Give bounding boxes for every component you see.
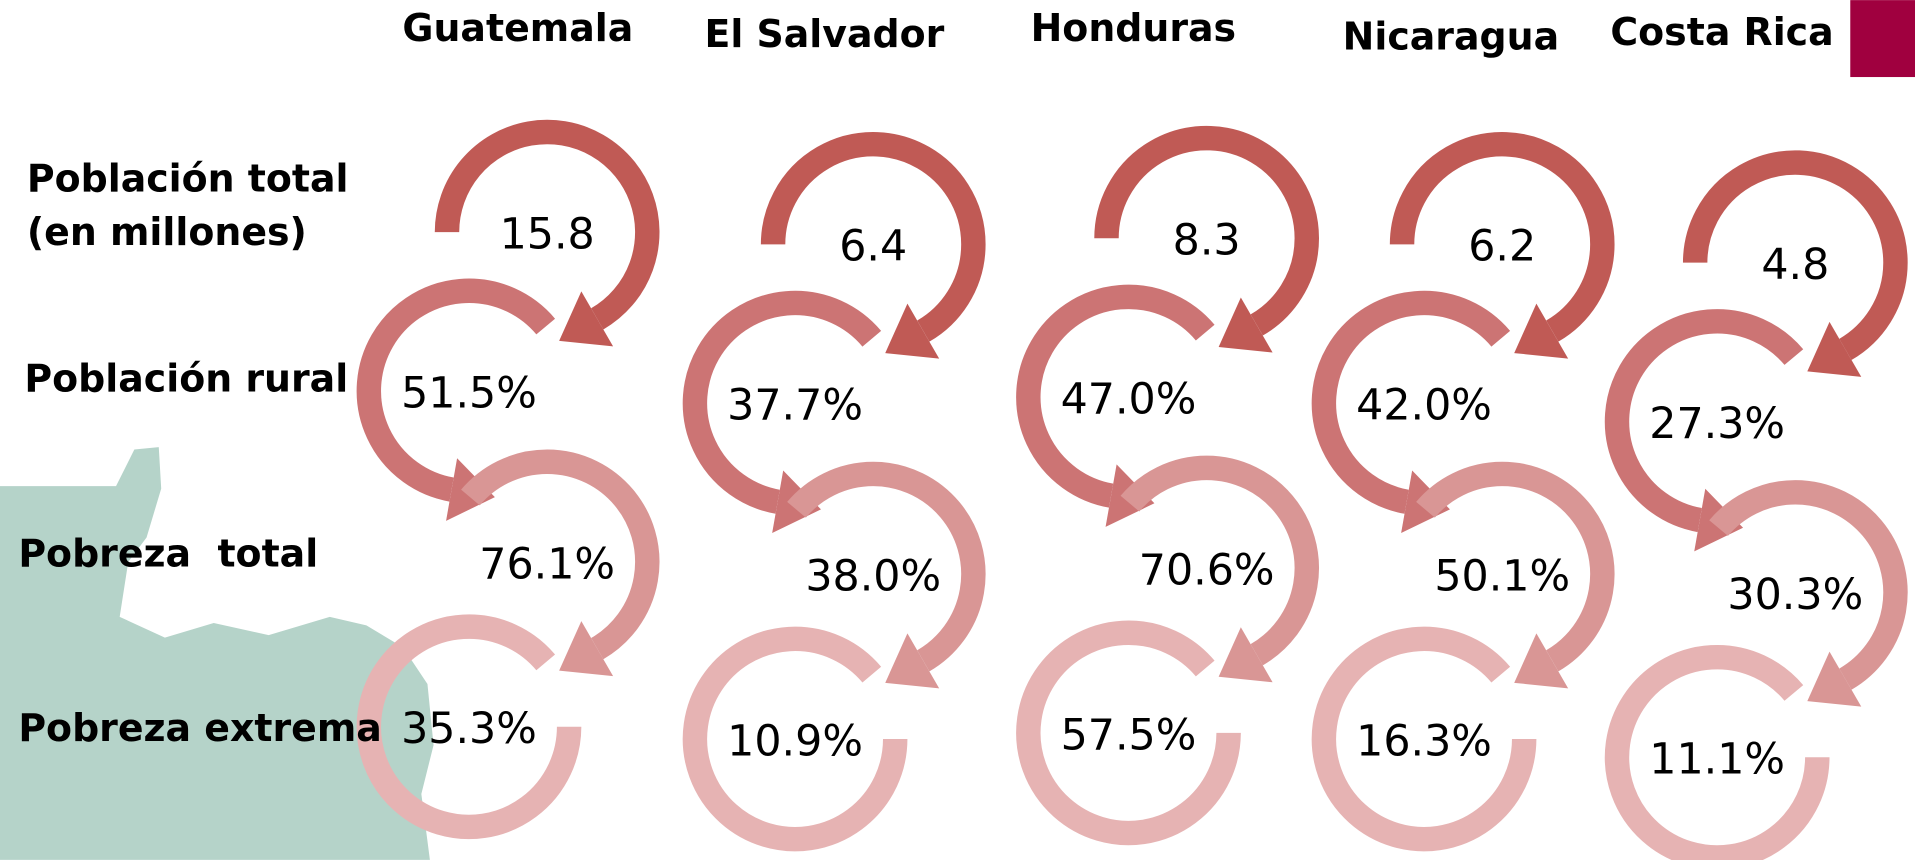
value: 11.1%	[1649, 735, 1785, 785]
value: 35.3%	[401, 704, 537, 754]
arrow-head	[1807, 321, 1862, 377]
value: 42.0%	[1356, 381, 1492, 431]
arrow-head	[1807, 651, 1862, 707]
value: 50.1%	[1434, 551, 1570, 601]
value: 16.3%	[1356, 716, 1492, 766]
arrow-head	[1218, 627, 1273, 683]
column-header: Honduras	[1031, 6, 1236, 50]
accent-block	[1850, 0, 1915, 78]
cycle-arc	[1416, 461, 1615, 672]
value: 30.3%	[1727, 570, 1863, 620]
arrow-head	[559, 621, 614, 677]
cycle-arc	[1094, 125, 1319, 336]
value: 6.2	[1468, 222, 1536, 272]
cycle-arc	[1311, 290, 1511, 514]
value: 4.8	[1761, 240, 1829, 290]
column-header: Nicaragua	[1343, 15, 1559, 59]
arrow-head	[1514, 303, 1569, 359]
value: 8.3	[1173, 216, 1241, 266]
arrow-head	[1514, 633, 1569, 689]
arrow-head	[1218, 297, 1273, 353]
arrow-head	[885, 303, 940, 359]
cycle-arc	[1604, 309, 1804, 533]
cycle-arc	[787, 461, 986, 672]
cycle-arc	[356, 278, 556, 502]
column-header: Guatemala	[402, 6, 633, 50]
value: 51.5%	[401, 368, 537, 418]
value: 15.8	[500, 210, 595, 260]
cycle-arc	[356, 614, 582, 840]
cycle-arc	[1389, 132, 1615, 342]
cycle-arc	[682, 626, 908, 852]
value: 27.3%	[1649, 399, 1785, 449]
cycle-arc	[1604, 644, 1830, 860]
cycle-arc	[1311, 626, 1537, 852]
cycle-arc	[1016, 284, 1215, 508]
value: 70.6%	[1139, 545, 1275, 595]
value: 38.0%	[805, 551, 941, 601]
value: 47.0%	[1061, 374, 1197, 424]
arrow-head	[559, 291, 614, 347]
cycle-arc	[682, 290, 882, 514]
value: 37.7%	[727, 381, 863, 431]
cycle-arc	[434, 119, 660, 330]
value: 57.5%	[1061, 710, 1197, 760]
row-label: (en millones)	[27, 210, 307, 254]
row-label: Pobreza extrema	[18, 706, 382, 750]
value: 10.9%	[727, 716, 863, 766]
column-header: Costa Rica	[1610, 10, 1833, 54]
cycle-arc	[1682, 150, 1908, 360]
cycle-arc	[1016, 620, 1241, 846]
cycle-arc	[461, 449, 660, 660]
row-label: Población total	[27, 156, 349, 200]
cycle-arc	[1709, 480, 1908, 690]
map	[0, 447, 434, 860]
cycle-arc	[1120, 455, 1319, 666]
value: 6.4	[839, 222, 907, 272]
arrow-head	[885, 633, 940, 689]
column-header: El Salvador	[704, 12, 944, 56]
value: 76.1%	[479, 539, 615, 589]
cycle-arc	[760, 132, 986, 342]
row-label: Pobreza total	[18, 531, 318, 575]
row-label: Población rural	[24, 357, 348, 401]
